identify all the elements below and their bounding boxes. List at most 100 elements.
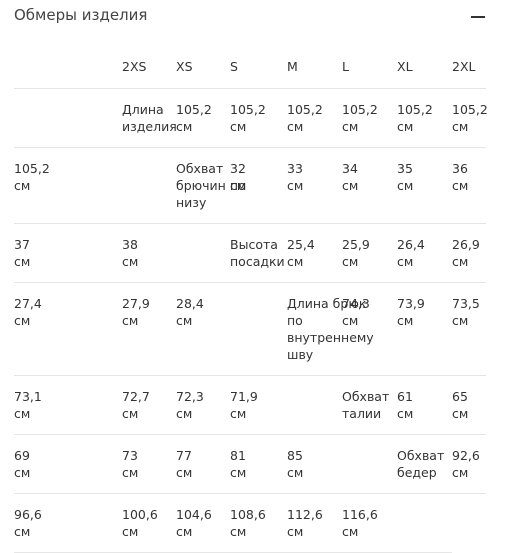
row-end xyxy=(230,283,287,376)
size-value: 112,6 см xyxy=(287,494,342,553)
size-value-text: 72,7 см xyxy=(122,389,150,421)
size-value-text: 105,2 см xyxy=(452,102,488,134)
size-value: 81 см xyxy=(230,435,287,494)
size-value: 73,1 см xyxy=(14,376,122,435)
size-value: 34 см xyxy=(342,148,397,224)
row-label: Длина брюк по внутреннему шву xyxy=(287,283,374,376)
column-header: XS xyxy=(176,48,230,89)
size-value: 37 см xyxy=(14,224,122,283)
size-value-text: 104,6 см xyxy=(176,507,212,539)
column-header-text: 2XS xyxy=(122,59,147,74)
row-label-text: Обхват брючин по низу xyxy=(176,161,246,210)
size-value: 92,6 см xyxy=(452,435,486,494)
size-value: 116,6 см xyxy=(342,494,397,553)
size-value-text: 73,9 см xyxy=(397,296,425,328)
row-label: Высота посадки xyxy=(230,224,287,283)
size-value: 32 см xyxy=(230,148,287,224)
size-value: 33 см xyxy=(287,148,342,224)
size-value: 105,2 см xyxy=(176,89,230,148)
size-value: 73 см xyxy=(122,435,176,494)
size-value: 74,3 см xyxy=(342,283,397,376)
row-label-text: Высота посадки xyxy=(230,237,285,269)
size-value: 100,6 см xyxy=(122,494,176,553)
size-value-text: 105,2 см xyxy=(176,102,212,134)
size-value: 27,4 см xyxy=(14,283,122,376)
size-value-text: 65 см xyxy=(452,389,469,421)
column-header-text: M xyxy=(287,59,298,74)
size-value-text: 69 см xyxy=(14,448,31,480)
size-value-text: 36 см xyxy=(452,161,469,193)
row-label-text: Обхват бедер xyxy=(397,448,445,480)
size-value-text: 100,6 см xyxy=(122,507,158,539)
size-value-text: 35 см xyxy=(397,161,414,193)
size-value-text: 26,4 см xyxy=(397,237,425,269)
size-value: 77 см xyxy=(176,435,230,494)
row-end xyxy=(176,224,230,283)
size-value: 28,4 см xyxy=(176,283,230,376)
row-label: Обхват талии xyxy=(342,376,397,435)
size-value: 105,2 см xyxy=(287,89,342,148)
size-value: 105,2 см xyxy=(14,148,122,224)
size-value-text: 27,4 см xyxy=(14,296,42,328)
size-value-text: 27,9 см xyxy=(122,296,150,328)
size-value-text: 105,2 см xyxy=(397,102,433,134)
size-value: 96,6 см xyxy=(14,494,122,553)
size-value-text: 73,5 см xyxy=(452,296,480,328)
column-header-text: S xyxy=(230,59,238,74)
size-value-text: 81 см xyxy=(230,448,247,480)
size-value: 26,4 см xyxy=(397,224,452,283)
page: Обмеры изделия 2XS XS S M L XL 2XL Длина издели… xyxy=(14,6,488,553)
size-value-text: 112,6 см xyxy=(287,507,323,539)
section-title: Обмеры изделия xyxy=(14,6,148,24)
column-header: M xyxy=(287,48,342,89)
size-value: 105,2 см xyxy=(397,89,452,148)
row-label-text: Обхват талии xyxy=(342,389,390,421)
size-value: 105,2 см xyxy=(342,89,397,148)
size-value: 108,6 см xyxy=(230,494,287,553)
size-value-text: 71,9 см xyxy=(230,389,258,421)
size-value: 26,9 см xyxy=(452,224,486,283)
size-value-text: 37 см xyxy=(14,237,31,269)
row-label: Обхват бедер xyxy=(397,435,452,494)
row-end xyxy=(342,435,397,494)
size-value-text: 72,3 см xyxy=(176,389,204,421)
size-value-text: 73,1 см xyxy=(14,389,42,421)
size-value: 25,9 см xyxy=(342,224,397,283)
size-value-text: 32 см xyxy=(230,161,247,193)
size-value: 61 см xyxy=(397,376,452,435)
size-value: 104,6 см xyxy=(176,494,230,553)
size-value: 73,9 см xyxy=(397,283,452,376)
size-value-text: 92,6 см xyxy=(452,448,480,480)
size-value-text: 25,9 см xyxy=(342,237,370,269)
size-value: 73,5 см xyxy=(452,283,486,376)
size-value-text: 85 см xyxy=(287,448,304,480)
column-header: XL xyxy=(397,48,452,89)
collapse-button[interactable] xyxy=(471,16,485,18)
size-value-text: 105,2 см xyxy=(14,161,50,193)
size-value-text: 116,6 см xyxy=(342,507,378,539)
row-end xyxy=(397,494,452,553)
size-value: 72,7 см xyxy=(122,376,176,435)
size-value: 35 см xyxy=(397,148,452,224)
size-value: 27,9 см xyxy=(122,283,176,376)
size-value-text: 25,4 см xyxy=(287,237,315,269)
column-header-text: L xyxy=(342,59,349,74)
size-value: 36 см xyxy=(452,148,486,224)
size-value: 71,9 см xyxy=(230,376,287,435)
size-value-text: 61 см xyxy=(397,389,414,421)
size-value-text: 33 см xyxy=(287,161,304,193)
size-value: 105,2 см xyxy=(230,89,287,148)
size-value: 69 см xyxy=(14,435,122,494)
size-value: 72,3 см xyxy=(176,376,230,435)
column-header: 2XL xyxy=(452,48,486,89)
row-end xyxy=(287,376,342,435)
size-value-text: 105,2 см xyxy=(230,102,266,134)
row-end xyxy=(122,148,176,224)
column-header-text: XS xyxy=(176,59,193,74)
column-header: 2XS xyxy=(122,48,176,89)
header-blank xyxy=(14,89,122,148)
column-header: S xyxy=(230,48,287,89)
size-value-text: 108,6 см xyxy=(230,507,266,539)
size-value-text: 38 см xyxy=(122,237,139,269)
size-value: 25,4 см xyxy=(287,224,342,283)
